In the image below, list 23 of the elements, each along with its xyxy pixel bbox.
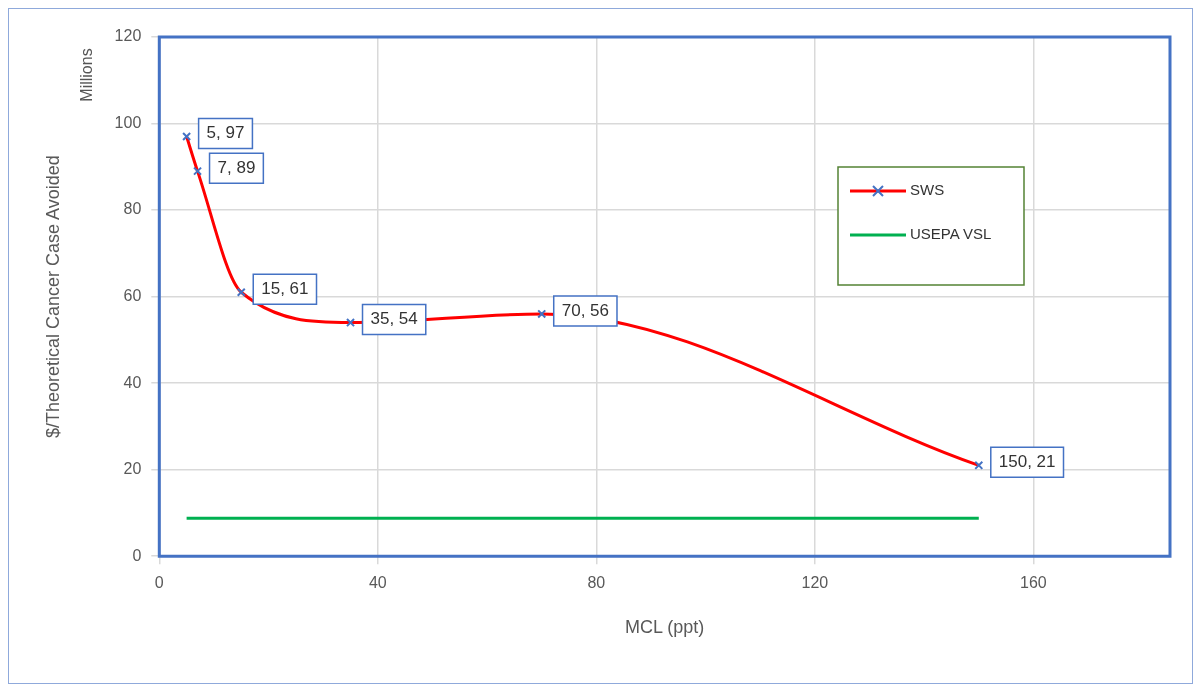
text: Millions — [77, 48, 95, 102]
y-tick-label: 40 — [123, 373, 142, 391]
x-tick-label: 120 — [801, 574, 829, 592]
data-label: 150, 21 — [998, 452, 1056, 472]
x-tick-label: 0 — [154, 574, 164, 592]
y-tick-label: 60 — [123, 287, 142, 305]
x-tick-label: 160 — [1020, 574, 1047, 592]
y-tick-label: 0 — [132, 546, 142, 564]
data-label: 5, 97 — [206, 123, 245, 143]
y-tick-label: 100 — [114, 113, 142, 131]
y-tick-label: 120 — [114, 27, 142, 45]
x-tick-label: 40 — [368, 574, 387, 592]
legend-label: USEPA VSL — [910, 225, 992, 243]
x-tick-label: 80 — [587, 574, 606, 592]
y-tick-label: 20 — [123, 460, 142, 478]
legend-label: SWS — [910, 181, 945, 199]
y-tick-label: 80 — [123, 200, 142, 218]
x-axis-title: MCL (ppt) — [624, 617, 705, 638]
data-label: 35, 54 — [370, 309, 418, 329]
data-label: 15, 61 — [261, 278, 309, 298]
y-axis-title: $/Theoretical Cancer Case Avoided — [42, 155, 63, 439]
data-label: 7, 89 — [217, 157, 256, 177]
data-label: 70, 56 — [561, 300, 609, 320]
